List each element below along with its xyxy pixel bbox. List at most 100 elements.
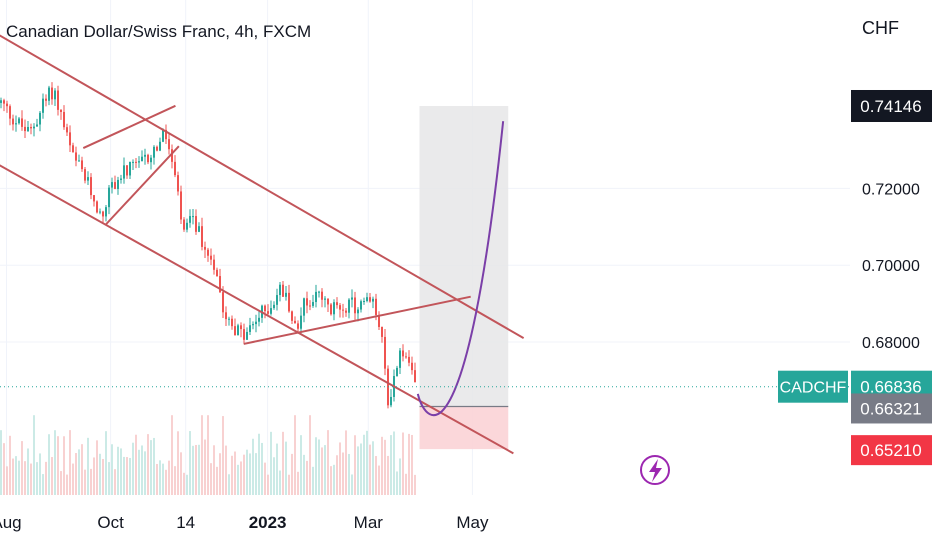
volume-bar: [378, 465, 380, 495]
volume-bar: [258, 433, 260, 495]
candle: [270, 308, 272, 314]
y-tick-label: 0.70000: [862, 258, 920, 275]
volume-bar: [111, 444, 113, 495]
volume-bar: [150, 440, 152, 495]
candle: [183, 219, 185, 230]
candle: [3, 100, 5, 104]
volume-bar: [123, 456, 125, 495]
volume-bar: [264, 462, 266, 495]
candle: [300, 315, 302, 329]
candle: [180, 191, 182, 220]
volume-bar: [93, 457, 95, 495]
candle: [318, 291, 320, 293]
volume-bar: [21, 441, 23, 495]
price-axis[interactable]: CHF 0.72000 0.70000 0.68000: [862, 18, 920, 352]
volume-bar: [387, 455, 389, 495]
candle: [81, 160, 83, 170]
channel-upper-line: [0, 34, 525, 340]
volume-bar: [243, 454, 245, 495]
candle: [366, 297, 368, 301]
volume-bar: [66, 474, 68, 495]
volume-bar: [249, 453, 251, 495]
volume-bar: [156, 463, 158, 495]
candle: [258, 317, 260, 322]
volume-bar: [300, 435, 302, 495]
candle: [174, 161, 176, 176]
volume-bar: [204, 439, 206, 495]
candle: [39, 112, 41, 125]
volume-bar: [366, 430, 368, 495]
currency-label: CHF: [862, 18, 899, 38]
candle: [228, 318, 230, 320]
candle: [192, 216, 194, 218]
candle: [9, 106, 11, 119]
volume-bar: [324, 445, 326, 495]
candle: [249, 325, 251, 332]
time-axis[interactable]: Aug Oct 14 2023 Mar May: [0, 513, 489, 532]
volume-bar: [306, 460, 308, 495]
candle: [30, 126, 32, 129]
volume-bar: [240, 461, 242, 495]
volume-bar: [318, 439, 320, 495]
wedge-upper-line: [82, 104, 176, 149]
candle: [279, 284, 281, 296]
candle: [129, 161, 131, 176]
candle: [330, 304, 332, 315]
volume-bar: [141, 445, 143, 495]
candle: [21, 118, 23, 127]
volume-bar: [231, 455, 233, 495]
volume-bar: [351, 474, 353, 495]
forecast-curve-group[interactable]: [416, 121, 505, 417]
candle: [63, 111, 65, 128]
candle: [369, 297, 371, 302]
volume-bar: [120, 448, 122, 495]
volume-bar: [51, 457, 53, 495]
volume-bar: [105, 431, 107, 495]
volume-bar: [360, 443, 362, 495]
candle: [135, 161, 137, 163]
candle: [186, 222, 188, 230]
volume-bar: [192, 445, 194, 495]
volume-bar: [36, 462, 38, 495]
candle: [114, 182, 116, 189]
candle: [237, 325, 239, 336]
volume-bar: [297, 471, 299, 495]
volume-bar: [321, 447, 323, 495]
volume-bar: [171, 415, 173, 495]
volume-bar: [6, 466, 8, 495]
volume-bar: [285, 441, 287, 495]
candle: [12, 118, 14, 125]
position-zones[interactable]: [419, 105, 509, 450]
volume-bar: [48, 434, 50, 495]
x-tick-label: Oct: [97, 513, 124, 532]
candle: [72, 145, 74, 153]
volume-bar: [15, 456, 17, 495]
candle: [351, 297, 353, 300]
candle: [6, 103, 8, 107]
volume-bar: [408, 433, 410, 495]
volume-bar: [144, 451, 146, 495]
candle: [231, 318, 233, 327]
volume-bar: [87, 437, 89, 495]
target-price-tag: [851, 89, 932, 122]
candle: [291, 311, 293, 321]
volume-bar: [153, 437, 155, 495]
volume-bar: [381, 436, 383, 495]
candle: [222, 292, 224, 313]
stop-price-label: 0.65210: [860, 441, 921, 460]
volume-bar: [342, 452, 344, 495]
candle: [210, 255, 212, 260]
volume-bar: [354, 435, 356, 495]
candle: [252, 324, 254, 326]
volume-bar: [396, 471, 398, 495]
candle: [66, 127, 68, 133]
volume-bar: [39, 453, 41, 495]
volume-bar: [3, 443, 5, 495]
flash-icon[interactable]: [640, 455, 670, 485]
candle: [117, 179, 119, 189]
volume-bar: [330, 466, 332, 495]
candle: [120, 178, 122, 180]
candle: [372, 298, 374, 302]
volume-bar: [411, 434, 413, 495]
